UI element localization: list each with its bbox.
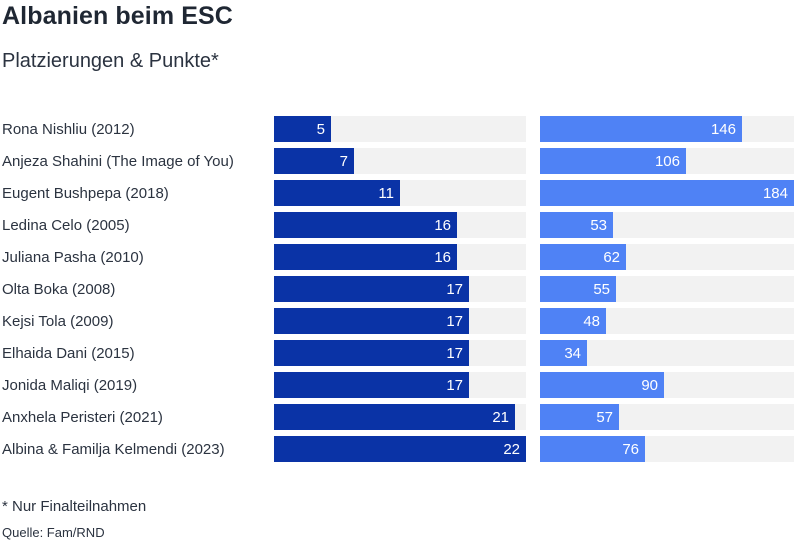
points-value-label: 184 [763, 185, 788, 202]
points-bar [540, 116, 742, 142]
footnote: * Nur Finalteilnahmen [2, 498, 147, 515]
points-value-label: 62 [603, 249, 620, 266]
category-label: Elhaida Dani (2015) [2, 345, 135, 362]
placement-value-label: 21 [492, 409, 509, 426]
points-value-label: 48 [583, 313, 600, 330]
category-label: Anxhela Peristeri (2021) [2, 409, 163, 426]
points-bar [540, 404, 619, 430]
points-value-label: 76 [622, 441, 639, 458]
placement-bar [274, 148, 354, 174]
category-label: Albina & Familja Kelmendi (2023) [2, 441, 225, 458]
placement-bar [274, 372, 469, 398]
placement-value-label: 5 [317, 121, 325, 138]
placement-bar [274, 436, 526, 462]
placement-bar [274, 180, 400, 206]
placement-value-label: 16 [434, 217, 451, 234]
points-value-label: 90 [641, 377, 658, 394]
placement-bar [274, 244, 457, 270]
category-label: Kejsi Tola (2009) [2, 313, 113, 330]
placement-bar [274, 340, 469, 366]
chart-subtitle: Platzierungen & Punkte* [2, 50, 219, 72]
points-value-label: 34 [564, 345, 581, 362]
category-label: Jonida Maliqi (2019) [2, 377, 137, 394]
placement-value-label: 17 [446, 313, 463, 330]
placement-bar [274, 116, 331, 142]
category-label: Anjeza Shahini (The Image of You) [2, 153, 234, 170]
placement-value-label: 7 [340, 153, 348, 170]
placement-bar [274, 404, 515, 430]
placement-value-label: 11 [378, 185, 394, 202]
placement-value-label: 22 [503, 441, 520, 458]
points-value-label: 106 [655, 153, 680, 170]
category-label: Rona Nishliu (2012) [2, 121, 135, 138]
bar-chart: Rona Nishliu (2012) 5 146 Anjeza Shahini (T… [2, 116, 794, 462]
points-bar [540, 340, 587, 366]
category-label: Ledina Celo (2005) [2, 217, 130, 234]
points-bar [540, 436, 645, 462]
placement-value-label: 17 [446, 281, 463, 298]
points-value-label: 53 [590, 217, 607, 234]
points-value-label: 57 [596, 409, 613, 426]
placement-bar [274, 212, 457, 238]
points-bar [540, 148, 686, 174]
chart-title: Albanien beim ESC [2, 2, 233, 30]
points-bar [540, 276, 616, 302]
category-label: Olta Boka (2008) [2, 281, 115, 298]
placement-value-label: 17 [446, 377, 463, 394]
placement-value-label: 17 [446, 345, 463, 362]
category-label: Juliana Pasha (2010) [2, 249, 144, 266]
source-note: Quelle: Fam/RND [2, 525, 105, 540]
points-bar [540, 212, 613, 238]
placement-bar [274, 308, 469, 334]
points-bar [540, 308, 606, 334]
points-value-label: 55 [593, 281, 610, 298]
placement-value-label: 16 [434, 249, 451, 266]
points-bar [540, 372, 664, 398]
points-bar [540, 180, 794, 206]
placement-bar [274, 276, 469, 302]
category-label: Eugent Bushpepa (2018) [2, 185, 169, 202]
points-bar [540, 244, 626, 270]
points-value-label: 146 [711, 121, 736, 138]
